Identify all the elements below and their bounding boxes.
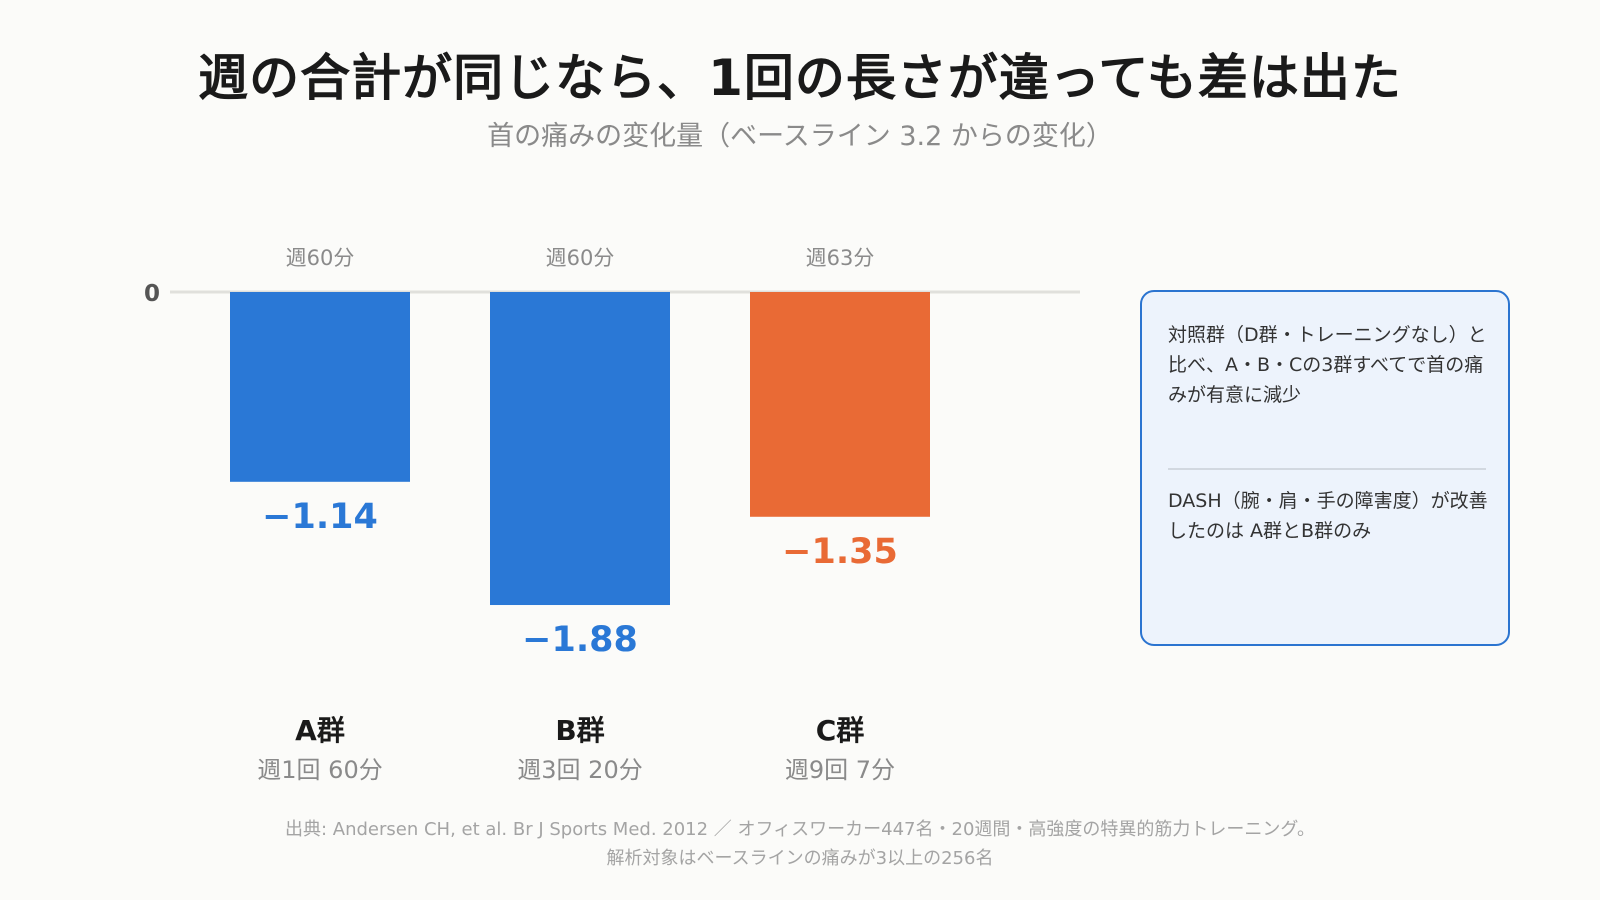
bar: [490, 292, 670, 606]
note-text-control-comparison: 対照群（D群・トレーニングなし）と比べ、A・B・Cの3群すべてで首の痛みが有意に…: [1168, 324, 1487, 406]
category-label: B群: [555, 714, 604, 747]
note-box: 対照群（D群・トレーニングなし）と比べ、A・B・Cの3群すべてで首の痛みが有意に…: [1140, 290, 1510, 646]
note-text-dash-result: DASH（腕・肩・手の障害度）が改善したのは A群とB群のみ: [1168, 490, 1488, 542]
bar-top-label: 週63分: [806, 246, 875, 270]
category-label: C群: [816, 714, 865, 747]
source-footer: 出典: Andersen CH, et al. Br J Sports Med.…: [0, 815, 1600, 873]
chart-subtitle: 首の痛みの変化量（ベースライン 3.2 からの変化）: [487, 121, 1113, 152]
bar-value-label: −1.14: [262, 497, 378, 537]
zero-tick-label: 0: [144, 281, 160, 307]
bar-value-label: −1.88: [522, 620, 638, 660]
category-sublabel: 週1回 60分: [257, 756, 382, 784]
note-divider: [1168, 468, 1486, 470]
source-line-1: 出典: Andersen CH, et al. Br J Sports Med.…: [285, 819, 1315, 840]
category-sublabel: 週9回 7分: [785, 756, 895, 784]
bar-value-label: −1.35: [782, 532, 898, 572]
bar: [230, 292, 410, 482]
category-label: A群: [295, 714, 345, 747]
bar-top-label: 週60分: [546, 246, 615, 270]
chart-title: 週の合計が同じなら、1回の長さが違っても差は出た: [198, 49, 1402, 107]
bar: [750, 292, 930, 517]
source-line-2: 解析対象はベースラインの痛みが3以上の256名: [606, 848, 994, 869]
bar-top-label: 週60分: [286, 246, 355, 270]
category-sublabel: 週3回 20分: [517, 756, 642, 784]
